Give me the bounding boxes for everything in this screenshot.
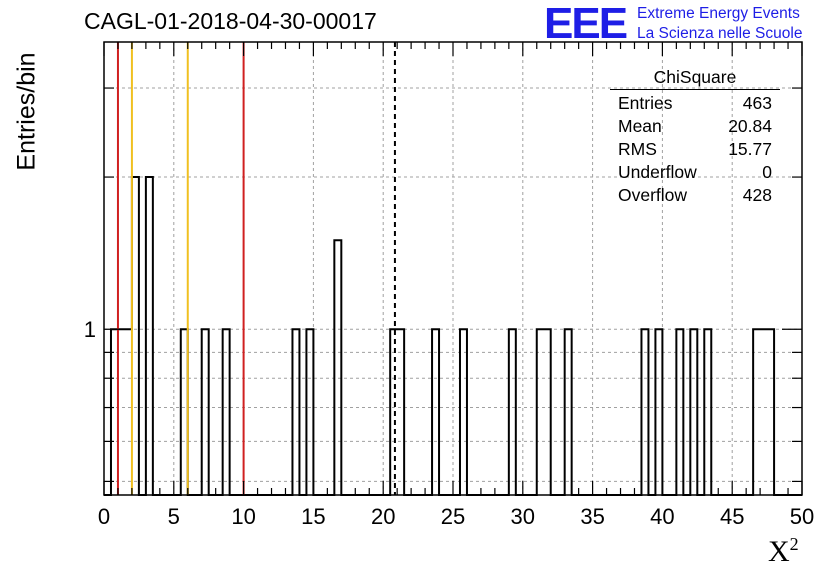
histogram-bin xyxy=(509,329,516,495)
eee-logo-mark: EEE xyxy=(544,0,628,48)
stats-row-entries: Entries 463 xyxy=(610,92,780,115)
histogram-bin xyxy=(334,240,341,495)
x-tick-label: 45 xyxy=(720,504,744,529)
x-tick-label: 40 xyxy=(650,504,674,529)
x-axis-label-base: X xyxy=(768,535,790,568)
stats-rows: Entries 463 Mean 20.84 RMS 15.77 Underflow 0 Ove… xyxy=(610,92,780,207)
stats-value: 15.77 xyxy=(728,139,772,159)
y-tick-label: 1 xyxy=(84,317,96,342)
histogram-bin xyxy=(111,329,118,495)
stats-box: ChiSquare Entries 463 Mean 20.84 RMS 15.77 Und… xyxy=(610,67,780,207)
stats-value: 0 xyxy=(762,162,772,182)
stats-label: Overflow xyxy=(618,185,688,205)
x-tick-label: 50 xyxy=(790,504,814,529)
logo-line-1: Extreme Energy Events xyxy=(637,5,800,22)
histogram-bin xyxy=(306,329,313,495)
x-tick-label: 0 xyxy=(98,504,110,529)
x-tick-label: 15 xyxy=(301,504,325,529)
x-axis-label-sup: 2 xyxy=(789,534,799,554)
histogram-bin xyxy=(292,329,299,495)
histogram-bin xyxy=(655,329,662,495)
histogram-bin xyxy=(676,329,683,495)
histogram-bin xyxy=(125,329,132,495)
stats-label: Mean xyxy=(618,116,662,136)
stats-label: Entries xyxy=(618,93,673,113)
histogram-bin xyxy=(460,329,467,495)
histogram-bin xyxy=(181,329,188,495)
logo-line-2: La Scienza nelle Scuole xyxy=(637,25,803,42)
histogram-bin xyxy=(537,329,544,495)
histogram-bin xyxy=(641,329,648,495)
stats-label: RMS xyxy=(618,139,657,159)
histogram-bin xyxy=(760,329,767,495)
histogram-bin xyxy=(767,329,774,495)
x-tick-label: 10 xyxy=(231,504,255,529)
x-tick-label: 20 xyxy=(371,504,395,529)
x-tick-label: 30 xyxy=(511,504,535,529)
histogram-bin xyxy=(146,177,153,495)
histogram-bin xyxy=(753,329,760,495)
histogram-bin xyxy=(704,329,711,495)
eee-logo-text: Extreme Energy Events La Scienza nelle S… xyxy=(637,4,802,44)
histogram-bin xyxy=(565,329,572,495)
stats-value: 463 xyxy=(742,93,772,113)
y-axis-label: Entries/bin xyxy=(12,52,41,171)
stats-value: 20.84 xyxy=(728,116,772,136)
stats-label: Underflow xyxy=(618,162,697,182)
stats-row-mean: Mean 20.84 xyxy=(610,115,780,138)
chart-title: CAGL-01-2018-04-30-00017 xyxy=(84,8,377,34)
histogram-bin xyxy=(202,329,209,495)
histogram-bin xyxy=(223,329,230,495)
x-axis-label: X2 xyxy=(768,534,799,569)
histogram-bin xyxy=(132,177,139,495)
stats-row-rms: RMS 15.77 xyxy=(610,138,780,161)
histogram-bin xyxy=(118,329,125,495)
histogram-bin xyxy=(544,329,551,495)
x-tick-label: 35 xyxy=(580,504,604,529)
stats-row-underflow: Underflow 0 xyxy=(610,161,780,184)
histogram-bin xyxy=(397,329,404,495)
histogram-bin xyxy=(432,329,439,495)
x-tick-label: 25 xyxy=(441,504,465,529)
histogram-bin xyxy=(390,329,397,495)
stats-title: ChiSquare xyxy=(610,67,780,90)
stats-row-overflow: Overflow 428 xyxy=(610,184,780,207)
x-tick-label: 5 xyxy=(168,504,180,529)
stats-value: 428 xyxy=(742,185,772,205)
histogram-bin xyxy=(690,329,697,495)
